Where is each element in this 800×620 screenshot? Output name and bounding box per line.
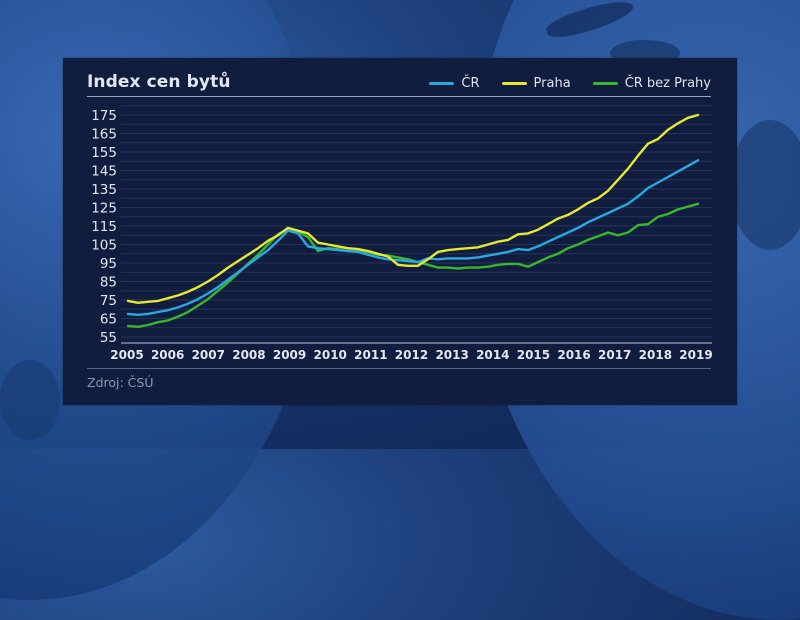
legend-label-cr: ČR [461,76,480,91]
legend-label-cr-bez-prahy: ČR bez Prahy [624,76,711,91]
x-tick-label: 2007 [192,348,225,362]
x-axis-labels: 2005 2006 2007 2008 2009 2010 2011 2012 2013 2014… [110,348,712,362]
y-tick-label: 95 [100,256,117,272]
legend-swatch-cr-bez-prahy [592,82,618,85]
y-tick-label: 135 [91,182,117,198]
y-tick-label: 165 [91,127,117,143]
chart-title: Index cen bytů [87,72,231,92]
legend-item-cr-bez-prahy: ČR bez Prahy [592,76,711,91]
series-line-čr [126,159,700,316]
y-tick-label: 105 [91,238,117,254]
x-tick-label: 2011 [354,348,387,362]
x-tick-label: 2018 [639,348,672,362]
x-tick-label: 2010 [314,348,347,362]
legend-item-cr: ČR [429,76,480,91]
y-tick-label: 155 [91,145,117,161]
source-note: Zdroj: ČSÚ [87,375,154,390]
x-tick-label: 2017 [598,348,631,362]
gridlines [121,105,712,338]
footer-divider [87,368,711,369]
x-tick-label: 2013 [435,348,468,362]
y-tick-label: 85 [100,275,117,291]
x-tick-label: 2012 [395,348,428,362]
y-tick-label: 115 [91,219,117,235]
y-tick-label: 175 [91,108,117,124]
x-tick-label: 2008 [232,348,265,362]
chart-panel: Index cen bytů ČR Praha ČR bez Prahy 55 6… [63,58,737,405]
chart-legend: ČR Praha ČR bez Prahy [407,76,711,91]
y-tick-label: 145 [91,164,117,180]
series-line-praha [126,113,700,305]
y-tick-label: 55 [100,330,117,346]
y-tick-label: 65 [100,312,117,328]
background-landmass [0,360,60,440]
x-tick-label: 2009 [273,348,306,362]
x-tick-label: 2016 [557,348,590,362]
x-tick-label: 2019 [679,348,712,362]
y-tick-label: 125 [91,201,117,217]
data-series [126,113,700,328]
legend-swatch-praha [501,82,527,85]
x-tick-label: 2015 [517,348,550,362]
y-tick-label: 75 [100,293,117,309]
x-tick-label: 2006 [151,348,184,362]
y-axis-labels: 55 65 75 85 95 105 115 125 135 145 155 165 175 [91,108,117,346]
x-tick-label: 2014 [476,348,509,362]
legend-label-praha: Praha [533,76,571,91]
x-tick-label: 2005 [110,348,143,362]
header-divider [87,96,711,97]
legend-swatch-cr [429,82,455,85]
background-landmass [730,120,800,250]
legend-item-praha: Praha [501,76,571,91]
